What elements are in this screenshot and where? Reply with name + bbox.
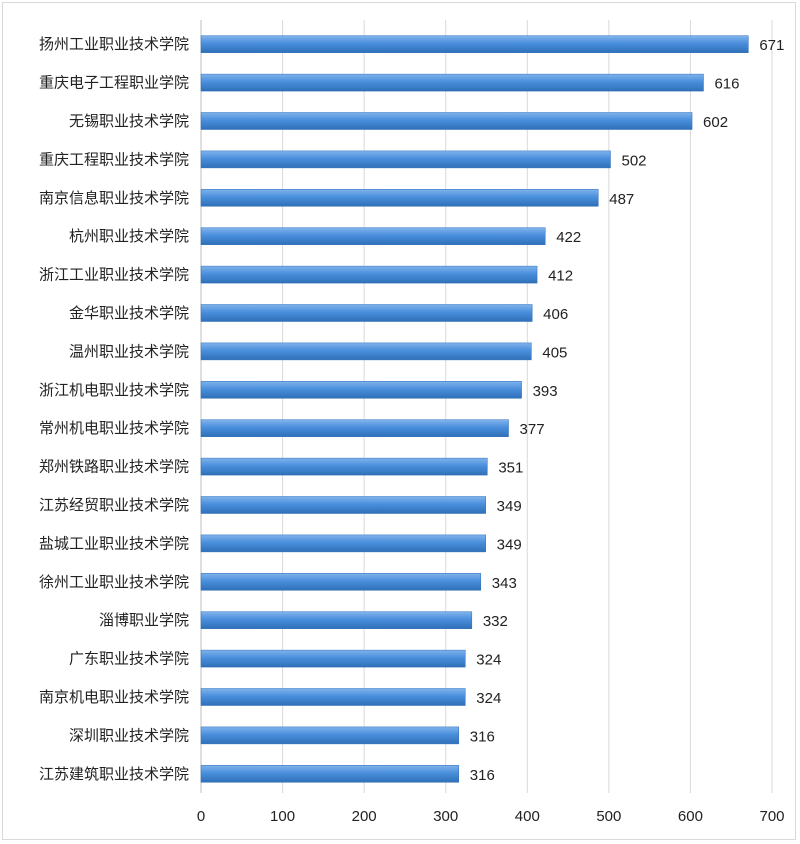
category-label: 南京信息职业技术学院 [39,189,189,207]
category-label: 淄博职业学院 [99,611,189,629]
x-tick-label: 400 [515,808,540,825]
bar [200,726,460,745]
category-label: 郑州铁路职业技术学院 [39,458,189,476]
category-label: 常州机电职业技术学院 [39,419,189,437]
data-label: 406 [543,306,568,323]
data-label: 405 [542,344,567,361]
bar [200,150,611,169]
data-label: 343 [492,575,517,592]
bar [200,534,486,553]
bar [200,688,466,706]
bar [200,112,693,130]
bar [200,419,509,437]
category-label: 扬州工业职业技术学院 [39,35,189,53]
category-label: 无锡职业技术学院 [69,112,189,130]
category-label: 重庆电子工程职业学院 [39,74,189,92]
category-label: 深圳职业技术学院 [69,726,189,744]
category-label: 盐城工业职业技术学院 [39,534,189,552]
data-label: 377 [520,421,545,438]
x-tick-label: 700 [759,808,784,825]
data-label: 616 [714,76,739,93]
data-label: 316 [470,767,495,784]
data-label: 502 [621,152,646,169]
x-tick-label: 500 [596,808,621,825]
data-label: 349 [497,498,522,515]
category-label: 浙江机电职业技术学院 [39,381,189,399]
category-label: 杭州职业技术学院 [69,227,189,245]
bar [200,381,522,399]
data-label: 671 [759,37,784,54]
category-label: 金华职业技术学院 [69,304,189,322]
data-label: 487 [609,191,634,208]
labels: 0 100 200 300 400 500 600 700 扬州工业职业技术学院 671 重庆电子工… [39,35,785,825]
bar [200,304,533,322]
x-tick-label: 200 [352,808,377,825]
category-label: 重庆工程职业技术学院 [39,150,189,168]
data-label: 324 [476,690,501,707]
data-label: 316 [470,728,495,745]
data-label: 393 [533,383,558,400]
bar [200,649,466,668]
data-label: 324 [476,652,501,669]
bar [200,35,749,53]
x-tick-label: 600 [678,808,703,825]
bar [200,73,704,92]
category-label: 温州职业技术学院 [69,342,189,360]
x-tick-label: 100 [270,808,295,825]
data-label: 332 [483,613,508,630]
bars [200,35,749,783]
bar [200,573,482,591]
bar [200,342,532,361]
data-label: 422 [556,229,581,246]
bar [200,189,599,207]
data-label: 602 [703,114,728,131]
bar [200,611,473,629]
data-label: 349 [497,536,522,553]
category-label: 浙江工业职业技术学院 [39,266,189,284]
category-label: 徐州工业职业技术学院 [39,573,189,591]
bar [200,457,488,476]
x-tick-label: 300 [433,808,458,825]
category-label: 江苏建筑职业技术学院 [39,765,189,783]
bar [200,765,460,783]
data-label: 412 [548,268,573,285]
bar [200,496,486,514]
category-label: 南京机电职业技术学院 [39,688,189,706]
bar [200,265,538,284]
category-label: 江苏经贸职业技术学院 [39,496,189,514]
x-tick-label: 0 [197,808,205,825]
category-label: 广东职业技术学院 [69,650,189,668]
data-label: 351 [498,460,523,477]
bar [200,227,546,245]
gridlines [200,20,773,793]
